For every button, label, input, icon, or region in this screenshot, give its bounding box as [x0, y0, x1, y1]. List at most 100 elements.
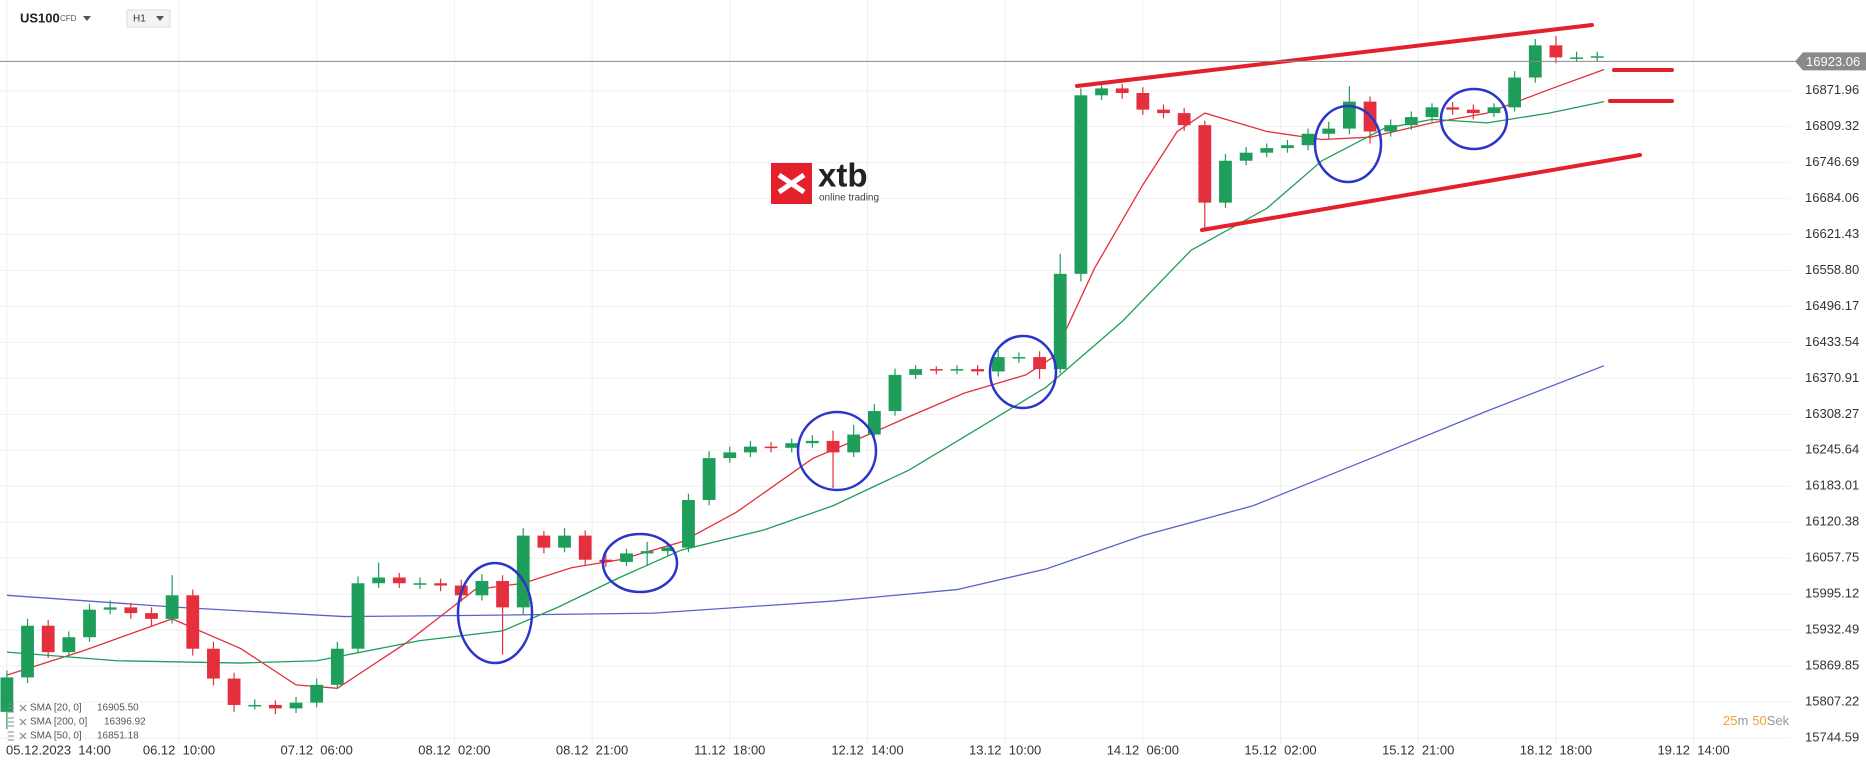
candle-body	[785, 443, 799, 448]
candle-body	[1053, 273, 1067, 370]
candle-body	[1177, 113, 1191, 126]
x-tick-label: 07.12 06:00	[281, 742, 353, 757]
circles	[456, 87, 1509, 665]
candle-body	[661, 547, 675, 552]
x-tick-label: 14.12 06:00	[1107, 742, 1179, 757]
candle-body	[971, 369, 985, 372]
candle-body	[1487, 107, 1501, 114]
logo-x	[777, 172, 806, 195]
circle	[1439, 87, 1509, 151]
countdown-unit: Sek	[1767, 713, 1790, 728]
legend: SMA [20, 0] 16905.50 SMA [200, 0] 16396.92 S…	[8, 703, 146, 742]
legend-icon	[8, 717, 14, 727]
circle	[1313, 104, 1383, 184]
marks	[0, 36, 1605, 730]
candle-body	[1198, 125, 1212, 203]
candle-body	[330, 648, 344, 685]
x-tick-label: 11.12 18:00	[694, 742, 765, 757]
candle-body	[310, 684, 324, 703]
sma-line	[6, 365, 1605, 618]
y-tick-label: 16871.96	[1805, 82, 1859, 97]
candle-body	[1157, 109, 1170, 114]
symbol-kind: CFD	[60, 14, 77, 23]
candle-body	[1033, 357, 1046, 370]
candle-body	[578, 535, 592, 560]
candle-body	[268, 704, 282, 709]
x-tick-label: 19.12 14:00	[1657, 742, 1729, 757]
candle-body	[620, 553, 633, 563]
candle-body	[1570, 57, 1583, 59]
candle-body	[888, 374, 902, 412]
candle-body	[537, 535, 551, 548]
candle-body	[516, 535, 530, 608]
candle-body	[496, 580, 509, 608]
y-tick-label: 16746.69	[1805, 154, 1859, 169]
candle-body	[929, 369, 943, 371]
timeframe-dropdown[interactable]	[156, 16, 164, 21]
circle	[988, 334, 1058, 410]
legend-name: SMA [50, 0]	[30, 731, 82, 742]
candle-body	[867, 411, 881, 435]
y-tick-label: 15744.59	[1805, 729, 1859, 744]
sma-line	[6, 100, 1605, 664]
logo-tagline: online trading	[819, 193, 879, 204]
timeframe-box[interactable]	[126, 9, 171, 28]
y-tick-label: 15807.22	[1805, 693, 1859, 708]
candle-body	[909, 369, 923, 375]
legend-close	[19, 732, 27, 740]
symbol-dropdown[interactable]	[83, 16, 91, 21]
circle	[601, 532, 679, 594]
y-tick-label: 16809.32	[1805, 118, 1859, 133]
y-tick-label: 16558.80	[1805, 262, 1859, 277]
circle	[796, 410, 878, 492]
logo-text: xtb	[818, 157, 868, 194]
circle	[456, 561, 534, 665]
candle-body	[950, 369, 964, 371]
candle-body	[165, 595, 179, 619]
candle-body	[62, 637, 76, 653]
countdown: 25m 50Sek	[1723, 713, 1790, 728]
trend-lines	[1075, 23, 1674, 232]
candle-body	[723, 452, 737, 459]
x-tick-label: 05.12.2023 14:00	[6, 742, 111, 757]
candle-body	[1446, 107, 1460, 110]
y-tick-label: 16684.06	[1805, 190, 1859, 205]
y-tick-label: 16057.75	[1805, 550, 1859, 565]
candle-body	[1301, 133, 1315, 146]
candle-body	[124, 607, 138, 614]
candle-body	[1508, 77, 1522, 108]
y-tick-label: 16496.17	[1805, 298, 1859, 313]
price-label: 16923.06	[1806, 54, 1860, 69]
candle-body	[413, 583, 427, 585]
x-tick-label: 13.12 10:00	[969, 742, 1041, 757]
x-tick-label: 18.12 18:00	[1520, 742, 1592, 757]
legend-value: 16851.18	[97, 731, 139, 742]
candle-body	[434, 583, 448, 586]
x-tick-label: 12.12 14:00	[831, 742, 903, 757]
candle-body	[1115, 88, 1129, 93]
y-tick-label: 15995.12	[1805, 586, 1859, 601]
y-tick-label: 16120.38	[1805, 514, 1859, 529]
timeframe: H1	[133, 14, 146, 25]
y-tick-label: 15932.49	[1805, 621, 1859, 636]
x-tick-label: 15.12 02:00	[1244, 742, 1316, 757]
y-tick-label: 16308.27	[1805, 406, 1859, 421]
price-tag	[1795, 52, 1866, 71]
x-tick-label: 08.12 02:00	[418, 742, 490, 757]
candle-body	[1549, 45, 1563, 58]
candle-body	[1012, 357, 1026, 359]
y-tick-label: 16183.01	[1805, 478, 1859, 493]
y-tick-label: 16621.43	[1805, 226, 1859, 241]
x-tick-label: 06.12 10:00	[143, 742, 215, 757]
candle-body	[1590, 56, 1604, 58]
legend-name: SMA [200, 0]	[30, 717, 87, 728]
candle-body	[1342, 101, 1356, 129]
legend-icon	[8, 731, 14, 741]
sma-line	[6, 68, 1605, 689]
legend-value: 16396.92	[104, 717, 146, 728]
x-tick-label: 15.12 21:00	[1382, 742, 1454, 757]
legend-value: 16905.50	[97, 703, 139, 714]
candle-body	[826, 440, 840, 453]
candle-body	[351, 583, 365, 649]
